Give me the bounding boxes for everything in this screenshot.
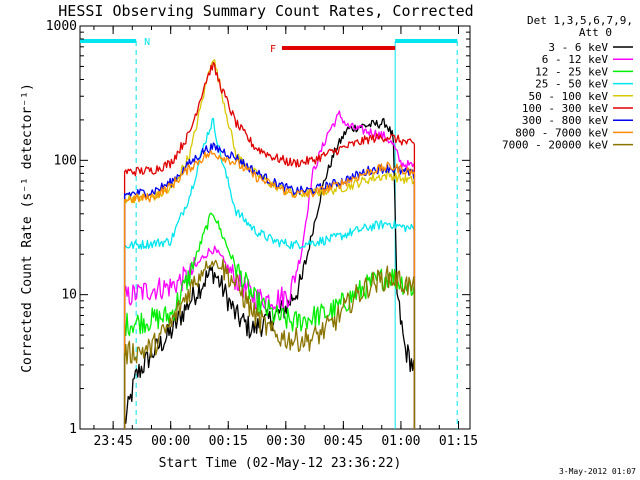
x-tick-label: 23:45: [94, 434, 133, 449]
series-line: [123, 61, 416, 429]
legend-header-line-2: Att 0: [579, 26, 612, 39]
x-tick-label: 00:45: [324, 434, 363, 449]
plot-frame: [79, 25, 471, 430]
legend-entry-label: 7000 - 20000 keV: [502, 139, 608, 152]
night-label: N: [144, 37, 150, 48]
legend-entry-label: 50 - 100 keV: [529, 90, 609, 103]
series-line: [123, 150, 416, 429]
legend-entry-label: 25 - 50 keV: [535, 78, 608, 91]
x-tick-label: 00:15: [209, 434, 248, 449]
chart-title: HESSI Observing Summary Count Rates, Cor…: [58, 2, 473, 20]
legend-entry-label: 300 - 800 keV: [522, 114, 608, 127]
date-stamp: 3-May-2012 01:07: [559, 467, 636, 476]
series-line: [123, 110, 416, 429]
legend-entry-label: 6 - 12 keV: [542, 53, 609, 66]
y-tick-label: 1: [69, 422, 77, 437]
x-tick-label: 00:00: [151, 434, 190, 449]
legend-entry-label: 12 - 25 keV: [535, 65, 608, 78]
legend-entry-label: 100 - 300 keV: [522, 102, 608, 115]
plot-area: [79, 25, 471, 430]
series-layer: [123, 59, 416, 429]
series-line: [123, 258, 416, 429]
flare-label: F: [270, 44, 276, 55]
series-line: [123, 212, 416, 429]
series-line: [123, 117, 416, 429]
x-axis-label: Start Time (02-May-12 23:36:22): [159, 456, 402, 471]
x-tick-label: 00:30: [266, 434, 305, 449]
legend-entry-label: 3 - 6 keV: [548, 41, 608, 54]
legend-entry-label: 800 - 7000 keV: [515, 126, 608, 139]
y-axis-label: Corrected Count Rate (s⁻¹ detector⁻¹): [20, 83, 35, 373]
x-tick-label: 01:15: [439, 434, 478, 449]
legend-header-line-1: Det 1,3,5,6,7,9,: [527, 14, 633, 27]
y-tick-label: 1000: [46, 19, 77, 34]
series-line: [123, 117, 416, 429]
y-tick-label: 100: [54, 153, 77, 168]
y-tick-label: 10: [61, 288, 77, 303]
series-line: [123, 59, 416, 429]
axes-layer: 23:45 00:00 00:15 00:30 00:45 01:00 01:15 1 10 10…: [46, 19, 478, 449]
x-tick-label: 01:00: [381, 434, 420, 449]
